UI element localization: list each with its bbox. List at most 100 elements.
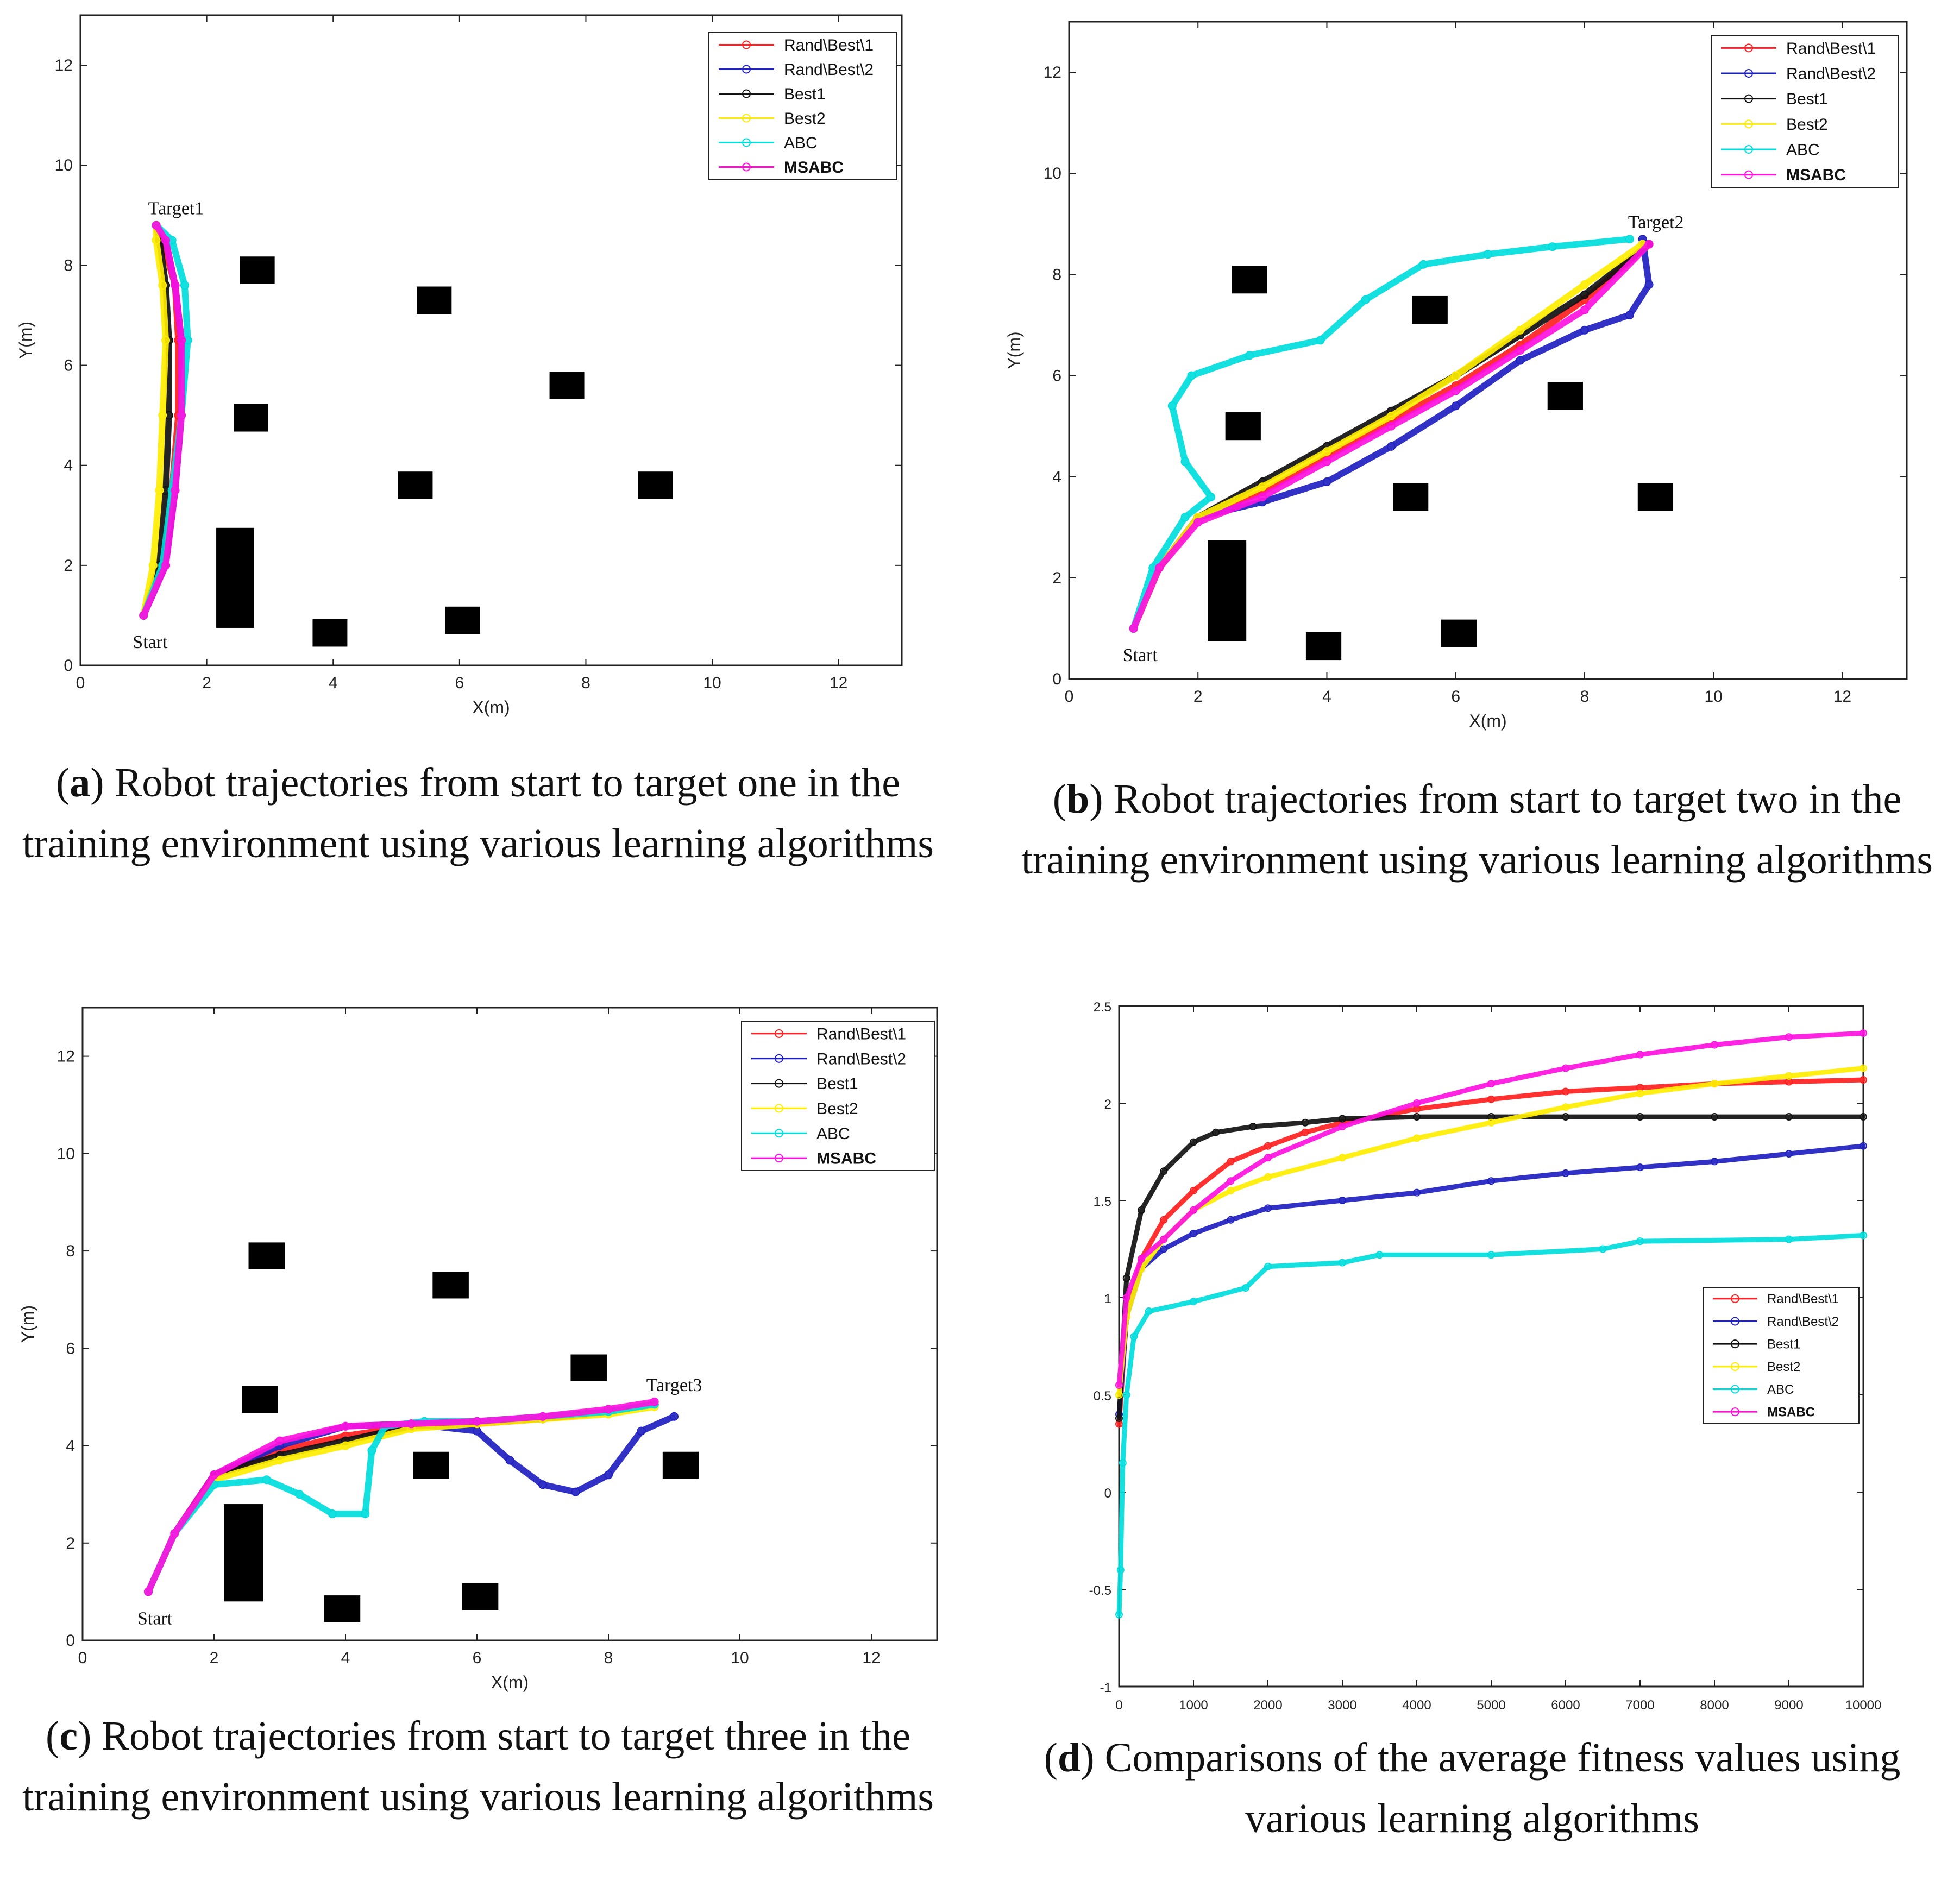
y-tick-label: 0 bbox=[1104, 1486, 1111, 1501]
caption-c: (c) Robot trajectories from start to tar… bbox=[22, 1713, 934, 1820]
series-point-abc bbox=[1599, 1245, 1607, 1253]
series-point-rand-best-1 bbox=[1227, 1158, 1235, 1166]
series-point-rand-best-2 bbox=[1413, 1188, 1421, 1197]
legend-marker-abc bbox=[775, 1129, 783, 1138]
x-tick-label: 2 bbox=[210, 1649, 219, 1667]
legend-marker-msabc bbox=[1731, 1407, 1739, 1417]
x-tick-label: 6 bbox=[473, 1649, 482, 1667]
series-point-msabc bbox=[1516, 346, 1525, 355]
series-point-msabc bbox=[1227, 1177, 1235, 1185]
y-tick-label: 0 bbox=[1052, 670, 1061, 688]
series-line-msabc bbox=[1116, 1030, 1866, 1388]
series-point-msabc bbox=[1190, 1206, 1197, 1214]
y-tick-label: 12 bbox=[55, 56, 73, 74]
legend-label-best1: Best1 bbox=[1786, 90, 1828, 108]
obstacle bbox=[549, 372, 585, 399]
series-point-rand-best-2 bbox=[1785, 1150, 1793, 1158]
series-point-abc bbox=[1130, 1332, 1138, 1341]
legend-label-rand-best-2: Rand\Best\2 bbox=[816, 1050, 906, 1068]
series-point-best1 bbox=[1711, 1113, 1718, 1121]
legend-label-rand-best-1: Rand\Best\1 bbox=[1786, 40, 1876, 58]
series-point-rand-best-1 bbox=[1785, 1078, 1793, 1086]
x-tick-label: 1000 bbox=[1179, 1698, 1208, 1713]
series-point-rand-best-2 bbox=[1160, 1245, 1168, 1253]
obstacle bbox=[638, 471, 673, 499]
x-axis-label: X(m) bbox=[472, 697, 510, 717]
annotation-target1: Target1 bbox=[148, 199, 204, 219]
legend-marker-msabc bbox=[1744, 170, 1753, 179]
obstacle bbox=[1393, 483, 1429, 511]
legend-box bbox=[741, 1021, 935, 1171]
series-point-best1 bbox=[1785, 1113, 1793, 1121]
series-point-msabc bbox=[1322, 457, 1331, 466]
x-tick-label: 12 bbox=[830, 674, 847, 692]
legend-label-rand-best-1: Rand\Best\1 bbox=[1767, 1292, 1839, 1306]
series-point-abc bbox=[1180, 457, 1190, 466]
series-point-rand-best-2 bbox=[1387, 442, 1396, 451]
series-line-msabc bbox=[140, 222, 185, 619]
series-point-best1 bbox=[1413, 1113, 1421, 1121]
x-tick-label: 0 bbox=[76, 674, 85, 692]
series-point-rand-best-2 bbox=[1860, 1142, 1867, 1150]
legend-marker-rand-best-1 bbox=[775, 1029, 783, 1038]
x-tick-label: 2 bbox=[202, 674, 211, 692]
obstacle bbox=[417, 286, 452, 314]
series-point-best1 bbox=[1190, 1138, 1197, 1146]
series-point-rand-best-2 bbox=[1264, 1204, 1272, 1212]
x-tick-label: 2000 bbox=[1253, 1698, 1282, 1713]
legend-label-abc: ABC bbox=[1767, 1382, 1794, 1397]
series-point-abc bbox=[1636, 1237, 1644, 1246]
series-point-msabc bbox=[171, 486, 180, 495]
x-tick-label: 8 bbox=[604, 1649, 613, 1667]
series-point-msabc bbox=[177, 411, 186, 420]
y-tick-label: 0 bbox=[64, 657, 73, 675]
series-point-best1 bbox=[1580, 290, 1589, 299]
series-point-abc bbox=[1115, 1611, 1123, 1619]
y-tick-label: 10 bbox=[57, 1145, 75, 1163]
x-tick-label: 4 bbox=[329, 674, 338, 692]
x-tick-label: 8000 bbox=[1700, 1698, 1729, 1713]
series-point-best2 bbox=[1115, 1391, 1123, 1399]
series-point-best1 bbox=[1860, 1113, 1867, 1121]
legend-marker-best1 bbox=[1744, 94, 1753, 103]
y-tick-label: 2 bbox=[64, 557, 73, 575]
series-point-abc bbox=[295, 1490, 304, 1499]
legend-label-best1: Best1 bbox=[1767, 1337, 1800, 1352]
series-point-msabc bbox=[161, 236, 171, 245]
legend-marker-abc bbox=[1731, 1385, 1739, 1394]
obstacle bbox=[662, 1451, 699, 1479]
series-point-best2 bbox=[1562, 1103, 1569, 1111]
series-point-abc bbox=[1339, 1259, 1346, 1267]
x-tick-label: 9000 bbox=[1774, 1698, 1803, 1713]
legend-box bbox=[1711, 35, 1899, 188]
y-axis-label: Y(m) bbox=[1004, 331, 1024, 369]
series-point-msabc bbox=[210, 1470, 218, 1480]
obstacle bbox=[1412, 295, 1448, 324]
legend-label-msabc: MSABC bbox=[784, 159, 844, 177]
x-tick-label: 8 bbox=[1580, 688, 1590, 706]
series-point-best2 bbox=[1516, 325, 1525, 335]
series-point-abc bbox=[1484, 250, 1492, 259]
series-point-abc bbox=[1785, 1235, 1793, 1243]
y-tick-label: 4 bbox=[64, 457, 73, 475]
series-point-abc bbox=[1361, 295, 1370, 304]
obstacle bbox=[1305, 632, 1342, 661]
series-point-best1 bbox=[1115, 1414, 1123, 1422]
y-tick-label: 0 bbox=[66, 1632, 75, 1650]
y-tick-label: 2 bbox=[1052, 569, 1061, 587]
series-point-rand-best-2 bbox=[1711, 1158, 1718, 1166]
series-point-abc bbox=[1122, 1391, 1130, 1399]
legend-label-best1: Best1 bbox=[816, 1075, 858, 1093]
series-line-abc bbox=[1130, 236, 1633, 632]
x-tick-label: 10 bbox=[731, 1649, 749, 1667]
series-point-rand-best-1 bbox=[1301, 1128, 1309, 1136]
series-point-best2 bbox=[1258, 482, 1267, 492]
series-point-abc bbox=[367, 1446, 376, 1455]
legend-label-best1: Best1 bbox=[784, 85, 826, 103]
series-point-best1 bbox=[1212, 1128, 1220, 1136]
annotation-start: Start bbox=[1123, 645, 1158, 665]
legend-marker-best1 bbox=[1731, 1339, 1739, 1349]
series-point-best2 bbox=[1860, 1064, 1867, 1072]
legend-marker-abc bbox=[1744, 145, 1753, 154]
series-point-rand-best-2 bbox=[571, 1487, 580, 1496]
